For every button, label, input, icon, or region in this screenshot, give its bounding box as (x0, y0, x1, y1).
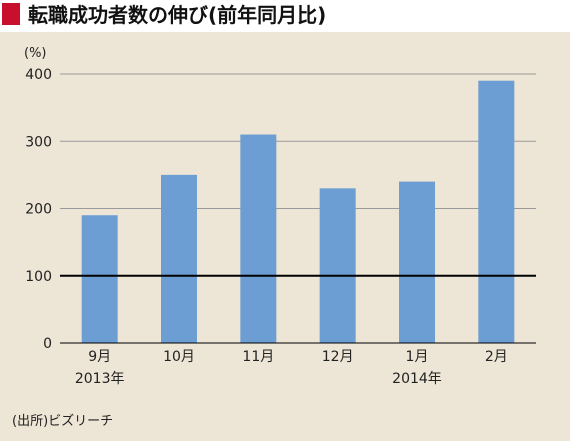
x-tick-label: 10月 (163, 349, 195, 365)
chart-title: 転職成功者数の伸び(前年同月比) (28, 3, 327, 27)
y-tick-label: 200 (25, 202, 52, 218)
x-year-label: 2014年 (392, 371, 442, 387)
x-tick-label: 12月 (322, 349, 354, 365)
bar (161, 174, 197, 343)
x-tick-label: 9月 (88, 349, 111, 365)
source-note: (出所)ビズリーチ (12, 414, 114, 429)
bar (81, 215, 118, 343)
bar (319, 188, 356, 343)
title-bar: 転職成功者数の伸び(前年同月比) (0, 0, 570, 30)
x-year-label: 2013年 (75, 371, 125, 387)
bar (399, 181, 435, 343)
y-tick-label: 0 (43, 336, 52, 352)
y-tick-label: 400 (25, 67, 52, 83)
x-tick-label: 11月 (242, 349, 274, 365)
bar (240, 134, 277, 343)
bar (478, 80, 515, 343)
x-tick-label: 1月 (406, 349, 429, 365)
y-tick-label: 100 (25, 269, 52, 285)
y-unit-label: (%) (24, 46, 47, 61)
title-accent-mark (2, 3, 20, 25)
x-tick-label: 2月 (485, 349, 508, 365)
y-tick-label: 300 (25, 134, 52, 150)
